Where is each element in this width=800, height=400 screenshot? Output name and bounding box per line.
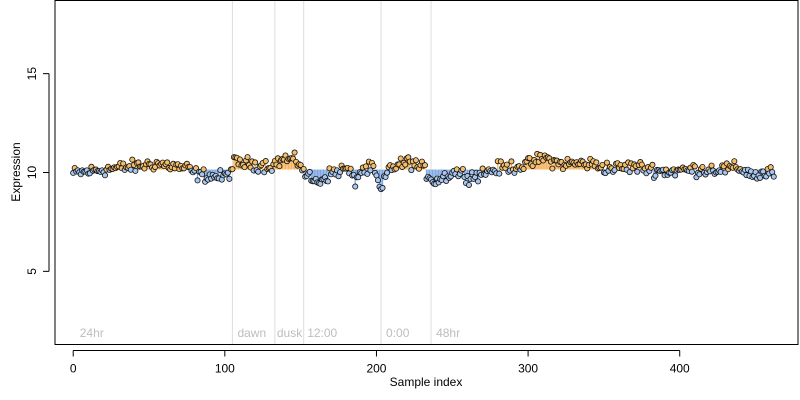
data-point [479, 165, 486, 172]
data-point [529, 162, 536, 169]
data-point [374, 177, 381, 184]
data-point [236, 156, 243, 163]
data-point [699, 163, 706, 170]
data-point [603, 159, 610, 166]
data-point [297, 161, 304, 168]
data-point [291, 149, 298, 156]
time-annotation: 24hr [80, 326, 104, 340]
data-point [402, 161, 409, 168]
data-point [255, 168, 262, 175]
data-point [508, 158, 515, 165]
data-points [70, 149, 777, 193]
data-point [276, 163, 283, 170]
data-point [672, 172, 679, 179]
x-axis: 0 100 200 300 400 [70, 350, 690, 376]
data-point [421, 162, 428, 169]
data-point [262, 158, 269, 165]
data-point [268, 167, 275, 174]
x-tick-label: 0 [70, 362, 77, 376]
data-point [626, 169, 633, 176]
y-tick-label: 15 [25, 67, 39, 81]
data-point [549, 165, 556, 172]
data-point [347, 165, 354, 172]
time-annotation: 48hr [436, 326, 460, 340]
data-point [226, 175, 233, 182]
data-point [229, 166, 236, 173]
data-point [370, 162, 377, 169]
data-point [397, 155, 404, 162]
data-point [194, 177, 201, 184]
data-point [731, 158, 738, 165]
plot-frame [54, 0, 799, 345]
data-point [200, 166, 207, 173]
data-point [306, 168, 313, 175]
data-point [496, 170, 503, 177]
data-point [384, 169, 391, 176]
data-point [244, 154, 251, 161]
time-annotation: dawn [237, 326, 266, 340]
data-point [324, 178, 331, 185]
data-point [652, 172, 659, 179]
time-annotations: 24hr dawn dusk 12:00 0:00 48hr [80, 326, 460, 340]
data-point [634, 168, 641, 175]
data-point [129, 156, 136, 163]
data-point [120, 160, 127, 167]
data-point [217, 167, 224, 174]
data-point [691, 163, 698, 170]
x-tick-label: 400 [670, 362, 690, 376]
y-tick-label: 5 [25, 268, 39, 275]
data-point [503, 161, 510, 168]
data-point [412, 157, 419, 164]
y-axis: 5 10 15 [25, 67, 50, 275]
data-point [465, 181, 472, 188]
y-axis-title: Expression [9, 142, 23, 201]
data-point [638, 161, 645, 168]
data-point [770, 173, 777, 180]
data-point [102, 172, 109, 179]
data-point [593, 159, 600, 166]
data-point [459, 165, 466, 172]
data-point [497, 158, 504, 165]
time-annotation: 0:00 [386, 326, 410, 340]
data-point [767, 164, 774, 171]
time-annotation: 12:00 [307, 326, 337, 340]
data-point [300, 165, 307, 172]
data-point [599, 161, 606, 168]
data-point [199, 171, 206, 178]
time-annotation: dusk [277, 326, 303, 340]
data-point [352, 183, 359, 190]
data-point [649, 161, 656, 168]
x-tick-label: 300 [518, 362, 538, 376]
data-point [475, 178, 482, 185]
data-point [252, 159, 259, 166]
data-point [520, 165, 527, 172]
y-tick-label: 10 [25, 166, 39, 180]
data-point [132, 167, 139, 174]
x-tick-label: 200 [366, 362, 386, 376]
x-tick-label: 100 [215, 362, 235, 376]
data-point [408, 167, 415, 174]
data-point [708, 162, 715, 169]
data-point [379, 184, 386, 191]
x-axis-title: Sample index [390, 375, 463, 389]
data-point [362, 163, 369, 170]
data-point [367, 167, 374, 174]
data-point [164, 159, 171, 166]
data-point [688, 168, 695, 175]
